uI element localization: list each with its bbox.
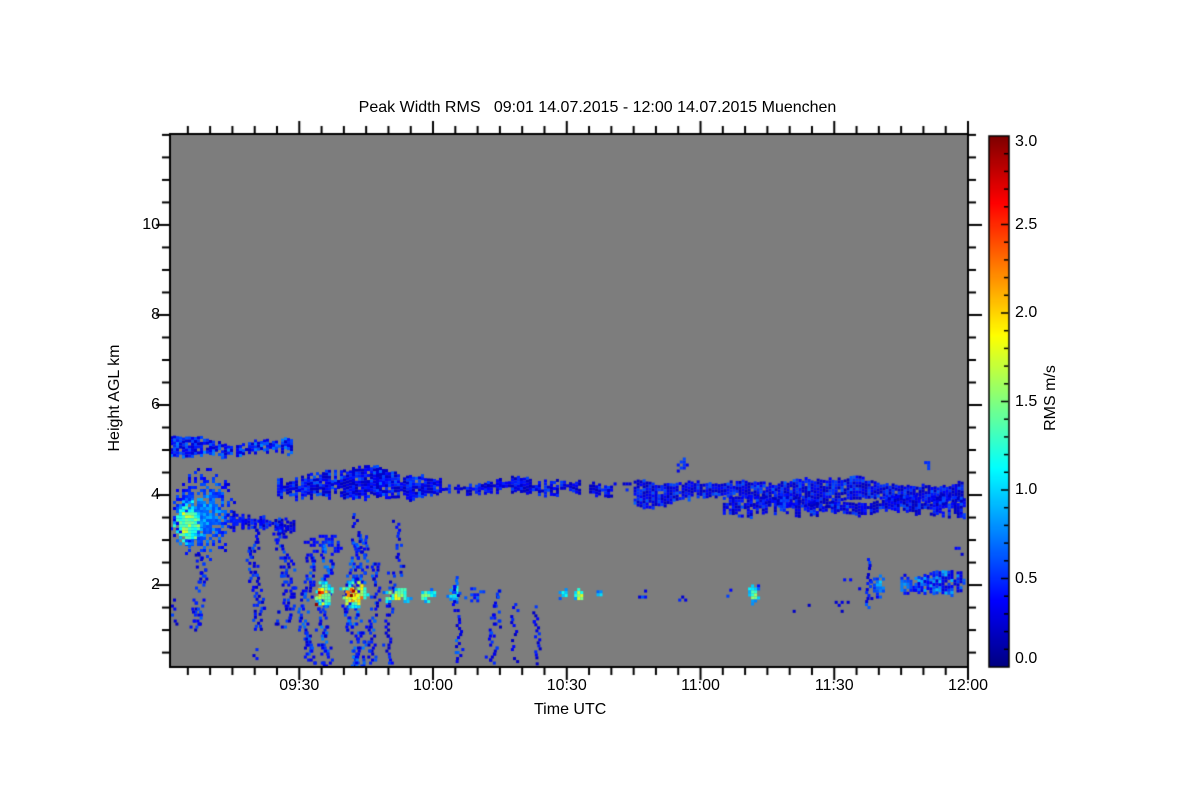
colorbar-tick-label: 2.0	[1015, 304, 1038, 321]
colorbar-tick-label: 0.0	[1015, 650, 1038, 667]
x-axis-label: Time UTC	[534, 701, 607, 718]
x-tick-label: 10:30	[546, 677, 587, 694]
x-tick-label: 11:00	[681, 677, 720, 694]
colorbar-tick-label: 1.0	[1015, 481, 1038, 498]
colorbar-tick-label: 1.5	[1015, 392, 1038, 410]
x-tick-label: 12:00	[947, 677, 989, 694]
x-tick-label: 09:30	[279, 677, 320, 694]
colorbar-tick-label: 2.5	[1015, 215, 1038, 233]
y-tick-label: 4	[151, 486, 160, 504]
colorbar-tick-label: 3.0	[1015, 133, 1038, 150]
chart-title: Peak Width RMS 09:01 14.07.2015 - 12:00 …	[358, 99, 837, 116]
x-tick-label: 11:30	[814, 677, 854, 694]
colorbar-tick-label: 0.5	[1015, 569, 1038, 587]
y-tick-label: 10	[142, 215, 160, 233]
y-tick-label: 2	[151, 576, 160, 594]
y-tick-label: 8	[151, 305, 160, 323]
x-tick-label: 10:00	[412, 677, 454, 694]
y-tick-label: 6	[151, 396, 160, 413]
